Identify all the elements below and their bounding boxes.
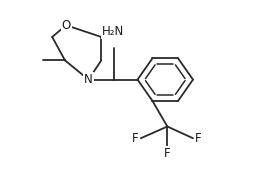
Text: N: N — [84, 73, 93, 86]
Text: F: F — [164, 147, 171, 160]
Text: H₂N: H₂N — [102, 25, 124, 38]
Text: F: F — [195, 132, 202, 145]
Text: F: F — [132, 132, 139, 145]
Text: O: O — [61, 19, 71, 32]
